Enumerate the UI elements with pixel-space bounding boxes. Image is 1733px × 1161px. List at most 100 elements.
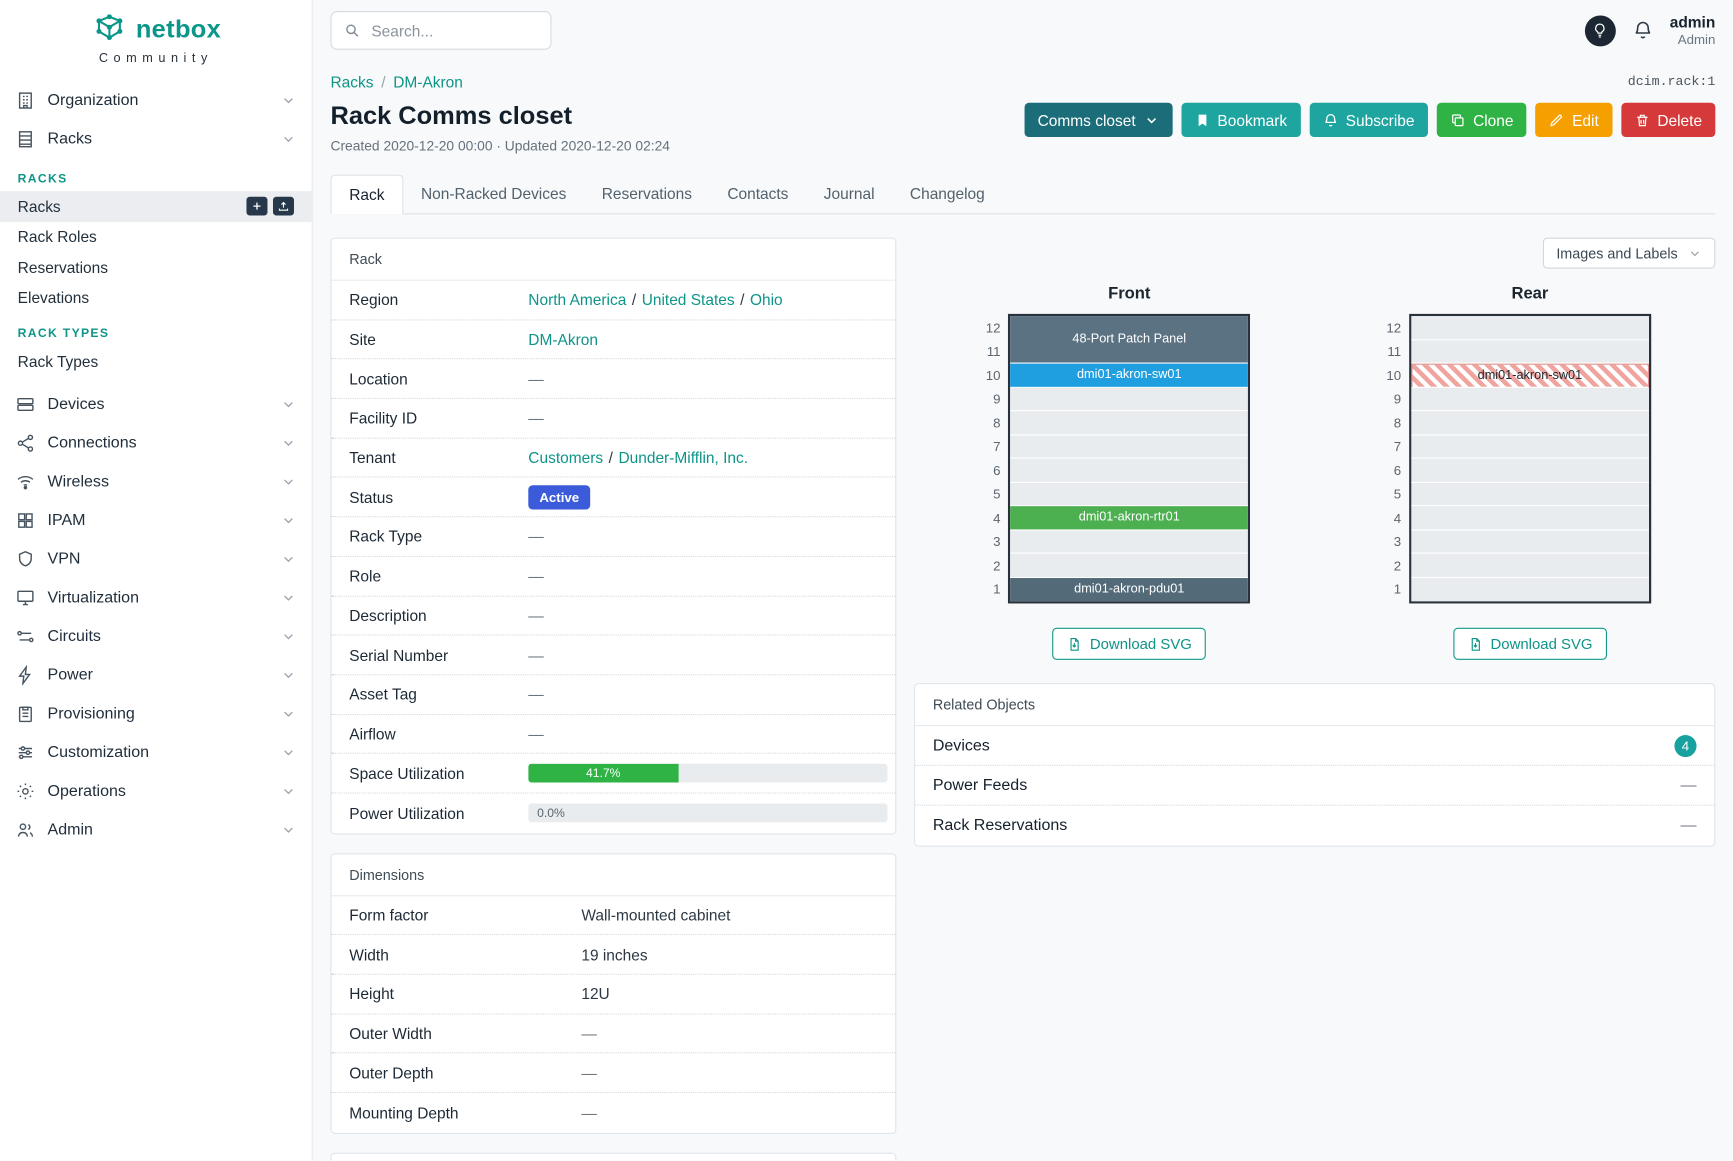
rack-device-sw01-rear[interactable]: dmi01-akron-sw01 [1411, 363, 1649, 388]
attr-row-facility-id: Facility ID — [331, 399, 896, 439]
attr-label: Mounting Depth [349, 1104, 459, 1122]
tenant-group-link[interactable]: Customers [528, 448, 604, 467]
region-link[interactable]: North America [528, 291, 627, 309]
context-dropdown-button[interactable]: Comms closet [1024, 102, 1173, 138]
theme-toggle-button[interactable] [1584, 14, 1616, 46]
search-box[interactable] [330, 11, 552, 50]
user-menu[interactable]: admin Admin [1670, 13, 1716, 47]
attr-row-outer-depth: Outer Depth — [331, 1054, 896, 1094]
breadcrumb-link-site[interactable]: DM-Akron [393, 72, 463, 91]
separator: / [631, 291, 637, 309]
device-label: dmi01-akron-rtr01 [1078, 510, 1180, 525]
sidebar-item-operations[interactable]: Operations [0, 772, 312, 811]
sidebar-item-label: Power [47, 666, 93, 685]
trash-icon [1636, 114, 1648, 126]
rack-slot-empty [1411, 339, 1649, 364]
sidebar-item-provisioning[interactable]: Provisioning [0, 695, 312, 734]
unit-numbers: 12 11 10 9 8 7 6 5 4 3 [978, 314, 1001, 601]
sidebar-item-rack-types[interactable]: Rack Types [0, 346, 312, 376]
space-utilization-bar: 41.7% [528, 763, 888, 783]
site-link[interactable]: DM-Akron [528, 330, 598, 349]
bookmark-button[interactable]: Bookmark [1180, 102, 1301, 138]
notifications-button[interactable] [1632, 20, 1653, 41]
rack-slot-empty [1411, 553, 1649, 578]
rack-device-patch-panel[interactable]: 48-Port Patch Panel [1010, 316, 1249, 364]
region-link[interactable]: United States [641, 291, 735, 309]
sidebar-item-devices[interactable]: Devices [0, 385, 312, 424]
add-rack-button[interactable] [246, 197, 268, 216]
related-devices-link[interactable]: Devices [932, 736, 990, 755]
sidebar-item-vpn[interactable]: VPN [0, 540, 312, 579]
sidebar-item-customization[interactable]: Customization [0, 733, 312, 772]
download-label: Download SVG [1089, 635, 1192, 653]
tab-changelog[interactable]: Changelog [909, 184, 985, 203]
subscribe-button[interactable]: Subscribe [1309, 102, 1428, 138]
rack-device-sw01[interactable]: dmi01-akron-sw01 [1010, 363, 1249, 388]
sidebar-item-elevations[interactable]: Elevations [0, 282, 312, 312]
sidebar-item-label: Circuits [47, 627, 101, 646]
rack-slot-empty [1411, 506, 1649, 530]
user-name: admin [1669, 13, 1716, 31]
sidebar-item-rack-roles[interactable]: Rack Roles [0, 222, 312, 252]
clone-button[interactable]: Clone [1436, 102, 1527, 138]
related-power-feeds-link[interactable]: Power Feeds [932, 776, 1028, 795]
attr-label: Space Utilization [349, 764, 465, 783]
tab-non-racked-devices[interactable]: Non-Racked Devices [420, 184, 567, 203]
chevron-down-icon [1146, 117, 1156, 123]
file-download-icon [1471, 637, 1480, 651]
page-title: Rack Comms closet [330, 100, 573, 130]
rack-device-pdu01[interactable]: dmi01-akron-pdu01 [1010, 577, 1249, 602]
sidebar-item-label: Connections [47, 434, 137, 453]
chevron-down-icon [281, 706, 296, 721]
rear-elevation: Rear 12 11 10 9 8 7 6 5 [1315, 284, 1716, 660]
rack-device-rtr01[interactable]: dmi01-akron-rtr01 [1010, 506, 1249, 530]
device-label: dmi01-akron-sw01 [1076, 368, 1182, 382]
sidebar-item-organization[interactable]: Organization [0, 81, 312, 120]
sidebar-item-circuits[interactable]: Circuits [0, 617, 312, 656]
rack-slot-empty [1411, 577, 1649, 602]
sidebar-item-admin[interactable]: Admin [0, 811, 312, 850]
unit-number: 5 [993, 486, 1001, 503]
tab-journal[interactable]: Journal [823, 184, 875, 203]
brand[interactable]: netbox Community [0, 0, 312, 65]
sidebar-item-power[interactable]: Power [0, 656, 312, 695]
device-label: dmi01-akron-pdu01 [1074, 582, 1185, 596]
tenant-link[interactable]: Dunder-Mifflin, Inc. [618, 448, 749, 467]
bell-icon [1635, 21, 1651, 39]
import-rack-button[interactable] [272, 197, 294, 216]
sidebar-item-label: Virtualization [47, 589, 139, 607]
rack-elevation-front: 48-Port Patch Panel dmi01-akron-sw01 dmi… [1008, 313, 1251, 604]
sidebar-item-connections[interactable]: Connections [0, 424, 312, 463]
download-svg-rear-button[interactable]: Download SVG [1452, 627, 1607, 660]
attr-value: — [528, 567, 544, 585]
tab-rack[interactable]: Rack [330, 174, 404, 215]
chevron-down-icon [281, 629, 296, 644]
sidebar-item-reservations[interactable]: Reservations [0, 252, 312, 282]
breadcrumb-link-racks[interactable]: Racks [330, 72, 374, 91]
edit-button[interactable]: Edit [1535, 102, 1613, 138]
region-link[interactable]: Ohio [749, 291, 783, 309]
chevron-down-icon [281, 131, 296, 146]
search-input[interactable] [369, 20, 539, 41]
delete-button[interactable]: Delete [1620, 102, 1716, 138]
sidebar-item-racks-list[interactable]: Racks [0, 191, 312, 222]
sidebar-item-ipam[interactable]: IPAM [0, 501, 312, 540]
separator: / [608, 448, 613, 467]
sidebar-item-virtualization[interactable]: Virtualization [0, 579, 312, 618]
attr-row-region: Region North America / United States / O… [331, 281, 896, 321]
attr-row-role: Role — [331, 557, 896, 597]
download-svg-front-button[interactable]: Download SVG [1052, 627, 1207, 660]
tab-reservations[interactable]: Reservations [601, 184, 692, 203]
attr-row-status: Status Active [331, 478, 896, 518]
attr-row-width: Width 19 inches [331, 935, 896, 975]
sidebar-item-wireless[interactable]: Wireless [0, 463, 312, 502]
related-rack-reservations-link[interactable]: Rack Reservations [932, 816, 1068, 835]
clipboard-icon [15, 704, 35, 724]
tab-contacts[interactable]: Contacts [727, 184, 789, 203]
attr-label: Height [349, 985, 394, 1003]
sidebar-item-racks[interactable]: Racks [0, 119, 312, 158]
elevation-display-select[interactable]: Images and Labels [1543, 237, 1716, 269]
delete-label: Delete [1657, 111, 1703, 129]
device-label: dmi01-akron-sw01 [1477, 368, 1583, 383]
unit-number: 11 [1387, 344, 1402, 360]
